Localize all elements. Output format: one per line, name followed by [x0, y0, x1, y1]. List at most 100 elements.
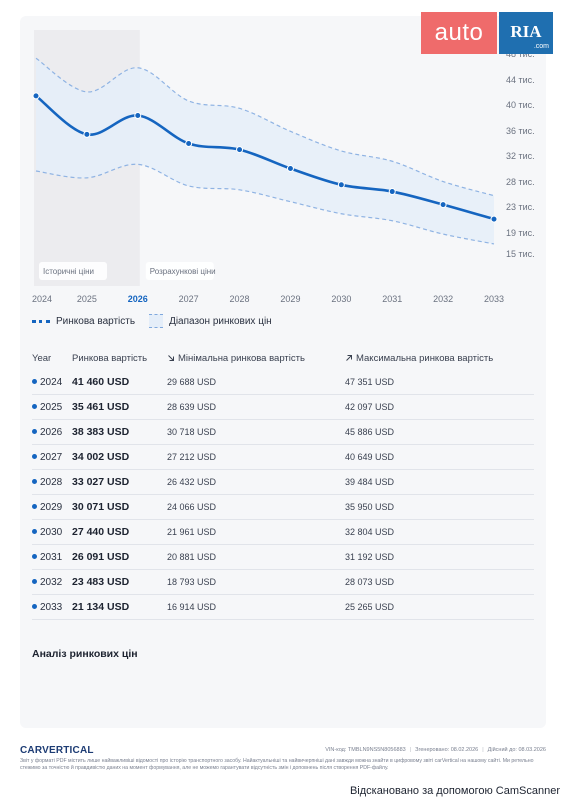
year-dot-icon [32, 604, 37, 610]
cell-year: 2028 [32, 469, 72, 495]
y-tick-label: 44 тис. [506, 75, 535, 85]
cell-min: 21 961 USD [167, 519, 345, 545]
data-point-2024 [32, 92, 40, 100]
cell-max: 40 649 USD [345, 444, 534, 470]
x-tick-label: 2027 [179, 294, 199, 304]
cell-year-text: 2029 [40, 501, 63, 513]
data-point-2027 [185, 139, 193, 147]
price-range-min-line [35, 163, 495, 245]
cell-year-text: 2031 [40, 551, 63, 563]
footer-vin: VIN-код: TMBLN9NS5N8056883 [325, 747, 406, 753]
svg-text:Історичні ціни: Історичні ціни [43, 267, 94, 276]
chart-legend: Ринкова вартість Діапазон ринкових цін [32, 314, 286, 328]
year-dot-icon [32, 429, 37, 435]
y-tick-label: 36 тис. [506, 126, 535, 136]
logo-ria-text: RIA [510, 22, 542, 41]
table-row: 2031 26 091 USD 20 881 USD 31 192 USD [32, 544, 534, 570]
x-tick-label: 2025 [77, 294, 97, 304]
cell-year: 2030 [32, 519, 72, 545]
x-tick-label: 2028 [230, 294, 250, 304]
region-labels: Історичні ціни Розрахункові ціни [39, 262, 216, 280]
x-tick-label: 2029 [280, 294, 300, 304]
table-row: 2024 41 460 USD 29 688 USD 47 351 USD [32, 370, 534, 395]
x-tick-label: 2030 [331, 294, 351, 304]
cell-year: 2027 [32, 444, 72, 470]
cell-market: 33 027 USD [72, 469, 167, 495]
y-tick-label: 15 тис. [506, 249, 535, 259]
cell-market: 30 071 USD [72, 494, 167, 520]
svg-text:Розрахункові ціни: Розрахункові ціни [150, 267, 216, 276]
cell-min: 26 432 USD [167, 469, 345, 495]
cell-year-text: 2027 [40, 451, 63, 463]
cell-market: 38 383 USD [72, 419, 167, 445]
cell-year: 2031 [32, 544, 72, 570]
cell-market: 34 002 USD [72, 444, 167, 470]
cell-year-text: 2028 [40, 476, 63, 488]
data-point-2029 [286, 165, 294, 173]
carvertical-logo: CARVERTICAL [20, 745, 94, 756]
price-table: Year Ринкова вартість Мінімальна ринкова… [32, 346, 534, 620]
cell-min: 24 066 USD [167, 494, 345, 520]
cell-max: 32 804 USD [345, 519, 534, 545]
cell-min: 29 688 USD [167, 370, 345, 395]
market-price-chart: 48 тис. 44 тис. 40 тис. 36 тис. 32 тис. 28 ти… [32, 30, 535, 304]
logo-ria-box: RIA .com [499, 12, 553, 54]
cell-market: 26 091 USD [72, 544, 167, 570]
x-tick-label: 2032 [433, 294, 453, 304]
cell-max: 28 073 USD [345, 569, 534, 595]
cell-market: 21 134 USD [72, 594, 167, 620]
footer-valid: Дійсний до: 08.03.2026 [487, 747, 546, 753]
header-market: Ринкова вартість [72, 352, 148, 364]
year-dot-icon [32, 379, 37, 385]
data-point-2026 [134, 112, 142, 120]
cell-min: 28 639 USD [167, 394, 345, 420]
y-tick-label: 23 тис. [506, 202, 535, 212]
header-year: Year [32, 352, 52, 364]
legend-market-label: Ринкова вартість [56, 315, 136, 327]
x-tick-label: 2031 [382, 294, 402, 304]
table-row: 2029 30 071 USD 24 066 USD 35 950 USD [32, 494, 534, 520]
year-dot-icon [32, 479, 37, 485]
cell-min: 20 881 USD [167, 544, 345, 570]
market-value-points [32, 92, 498, 223]
cell-max: 45 886 USD [345, 419, 534, 445]
table-row: 2025 35 461 USD 28 639 USD 42 097 USD [32, 394, 534, 420]
cell-max: 39 484 USD [345, 469, 534, 495]
data-point-2025 [83, 130, 91, 138]
cell-market: 27 440 USD [72, 519, 167, 545]
data-point-2032 [439, 201, 447, 209]
table-row: 2033 21 134 USD 16 914 USD 25 265 USD [32, 594, 534, 620]
cell-year-text: 2032 [40, 576, 63, 588]
cell-min: 27 212 USD [167, 444, 345, 470]
y-tick-label: 28 тис. [506, 177, 535, 187]
table-row: 2032 23 483 USD 18 793 USD 28 073 USD [32, 569, 534, 595]
legend-range: Діапазон ринкових цін [149, 314, 272, 328]
cell-max: 31 192 USD [345, 544, 534, 570]
x-tick-label: 2026 [128, 294, 148, 304]
footer-generated: Згенеровано: 08.02.2026 [415, 747, 479, 753]
table-header-row: Year Ринкова вартість Мінімальна ринкова… [32, 346, 534, 370]
x-tick-label: 2033 [484, 294, 504, 304]
cell-max: 47 351 USD [345, 370, 534, 395]
cell-max: 42 097 USD [345, 394, 534, 420]
price-range-max-line [35, 57, 495, 197]
cell-year: 2029 [32, 494, 72, 520]
camscanner-watermark: Відскановано за допомогою CamScanner [349, 785, 560, 797]
forecast-prices-label: Розрахункові ціни [145, 262, 216, 280]
legend-market: Ринкова вартість [32, 316, 135, 327]
year-dot-icon [32, 504, 37, 510]
header-max-label: Максимальна ринкова вартість [356, 352, 494, 364]
legend-range-swatch [149, 314, 164, 328]
table-row: 2026 38 383 USD 30 718 USD 45 886 USD [32, 419, 534, 445]
auto-ria-logo: auto RIA .com [421, 12, 553, 54]
data-point-2031 [388, 188, 396, 196]
header-min-label: Мінімальна ринкова вартість [178, 352, 305, 364]
cell-year: 2025 [32, 394, 72, 420]
header-max: Максимальна ринкова вартість [345, 346, 534, 370]
cell-max: 25 265 USD [345, 594, 534, 620]
year-dot-icon [32, 554, 37, 560]
year-dot-icon [32, 529, 37, 535]
cell-year-text: 2033 [40, 601, 63, 613]
cell-min: 30 718 USD [167, 419, 345, 445]
cell-year: 2024 [32, 370, 72, 395]
